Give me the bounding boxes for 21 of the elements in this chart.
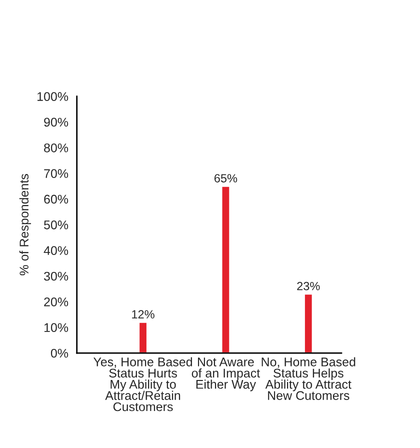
y-tick-label: 100% bbox=[38, 92, 68, 101]
y-tick-label: 70% bbox=[44, 169, 68, 178]
data-label: 65% bbox=[214, 174, 238, 182]
x-tick-label: No, Home Based Status Helps Ability to Attract New Cutomers bbox=[262, 357, 356, 400]
y-tick-label: 60% bbox=[44, 194, 68, 204]
y-tick-label: 20% bbox=[44, 297, 68, 306]
y-tick-label: 0% bbox=[50, 348, 68, 358]
y-axis-title: % of Respondents bbox=[19, 174, 31, 276]
bar bbox=[220, 185, 231, 354]
data-label: 12% bbox=[132, 310, 154, 318]
y-tick-label: 10% bbox=[44, 323, 68, 332]
data-label: 23% bbox=[297, 282, 320, 290]
bar bbox=[304, 293, 314, 354]
y-tick-label: 30% bbox=[44, 272, 68, 281]
y-tick-label: 50% bbox=[44, 220, 68, 230]
bar bbox=[138, 322, 148, 354]
x-tick-label: Yes, Home Based Status Hurts My Ability to Attract/Retain Customers bbox=[93, 357, 192, 412]
x-tick-label: Not Aware of an Impact Either Way bbox=[192, 358, 260, 392]
y-tick-label: 90% bbox=[44, 118, 68, 127]
y-tick-label: 80% bbox=[44, 143, 68, 152]
y-tick-label: 40% bbox=[44, 246, 68, 255]
